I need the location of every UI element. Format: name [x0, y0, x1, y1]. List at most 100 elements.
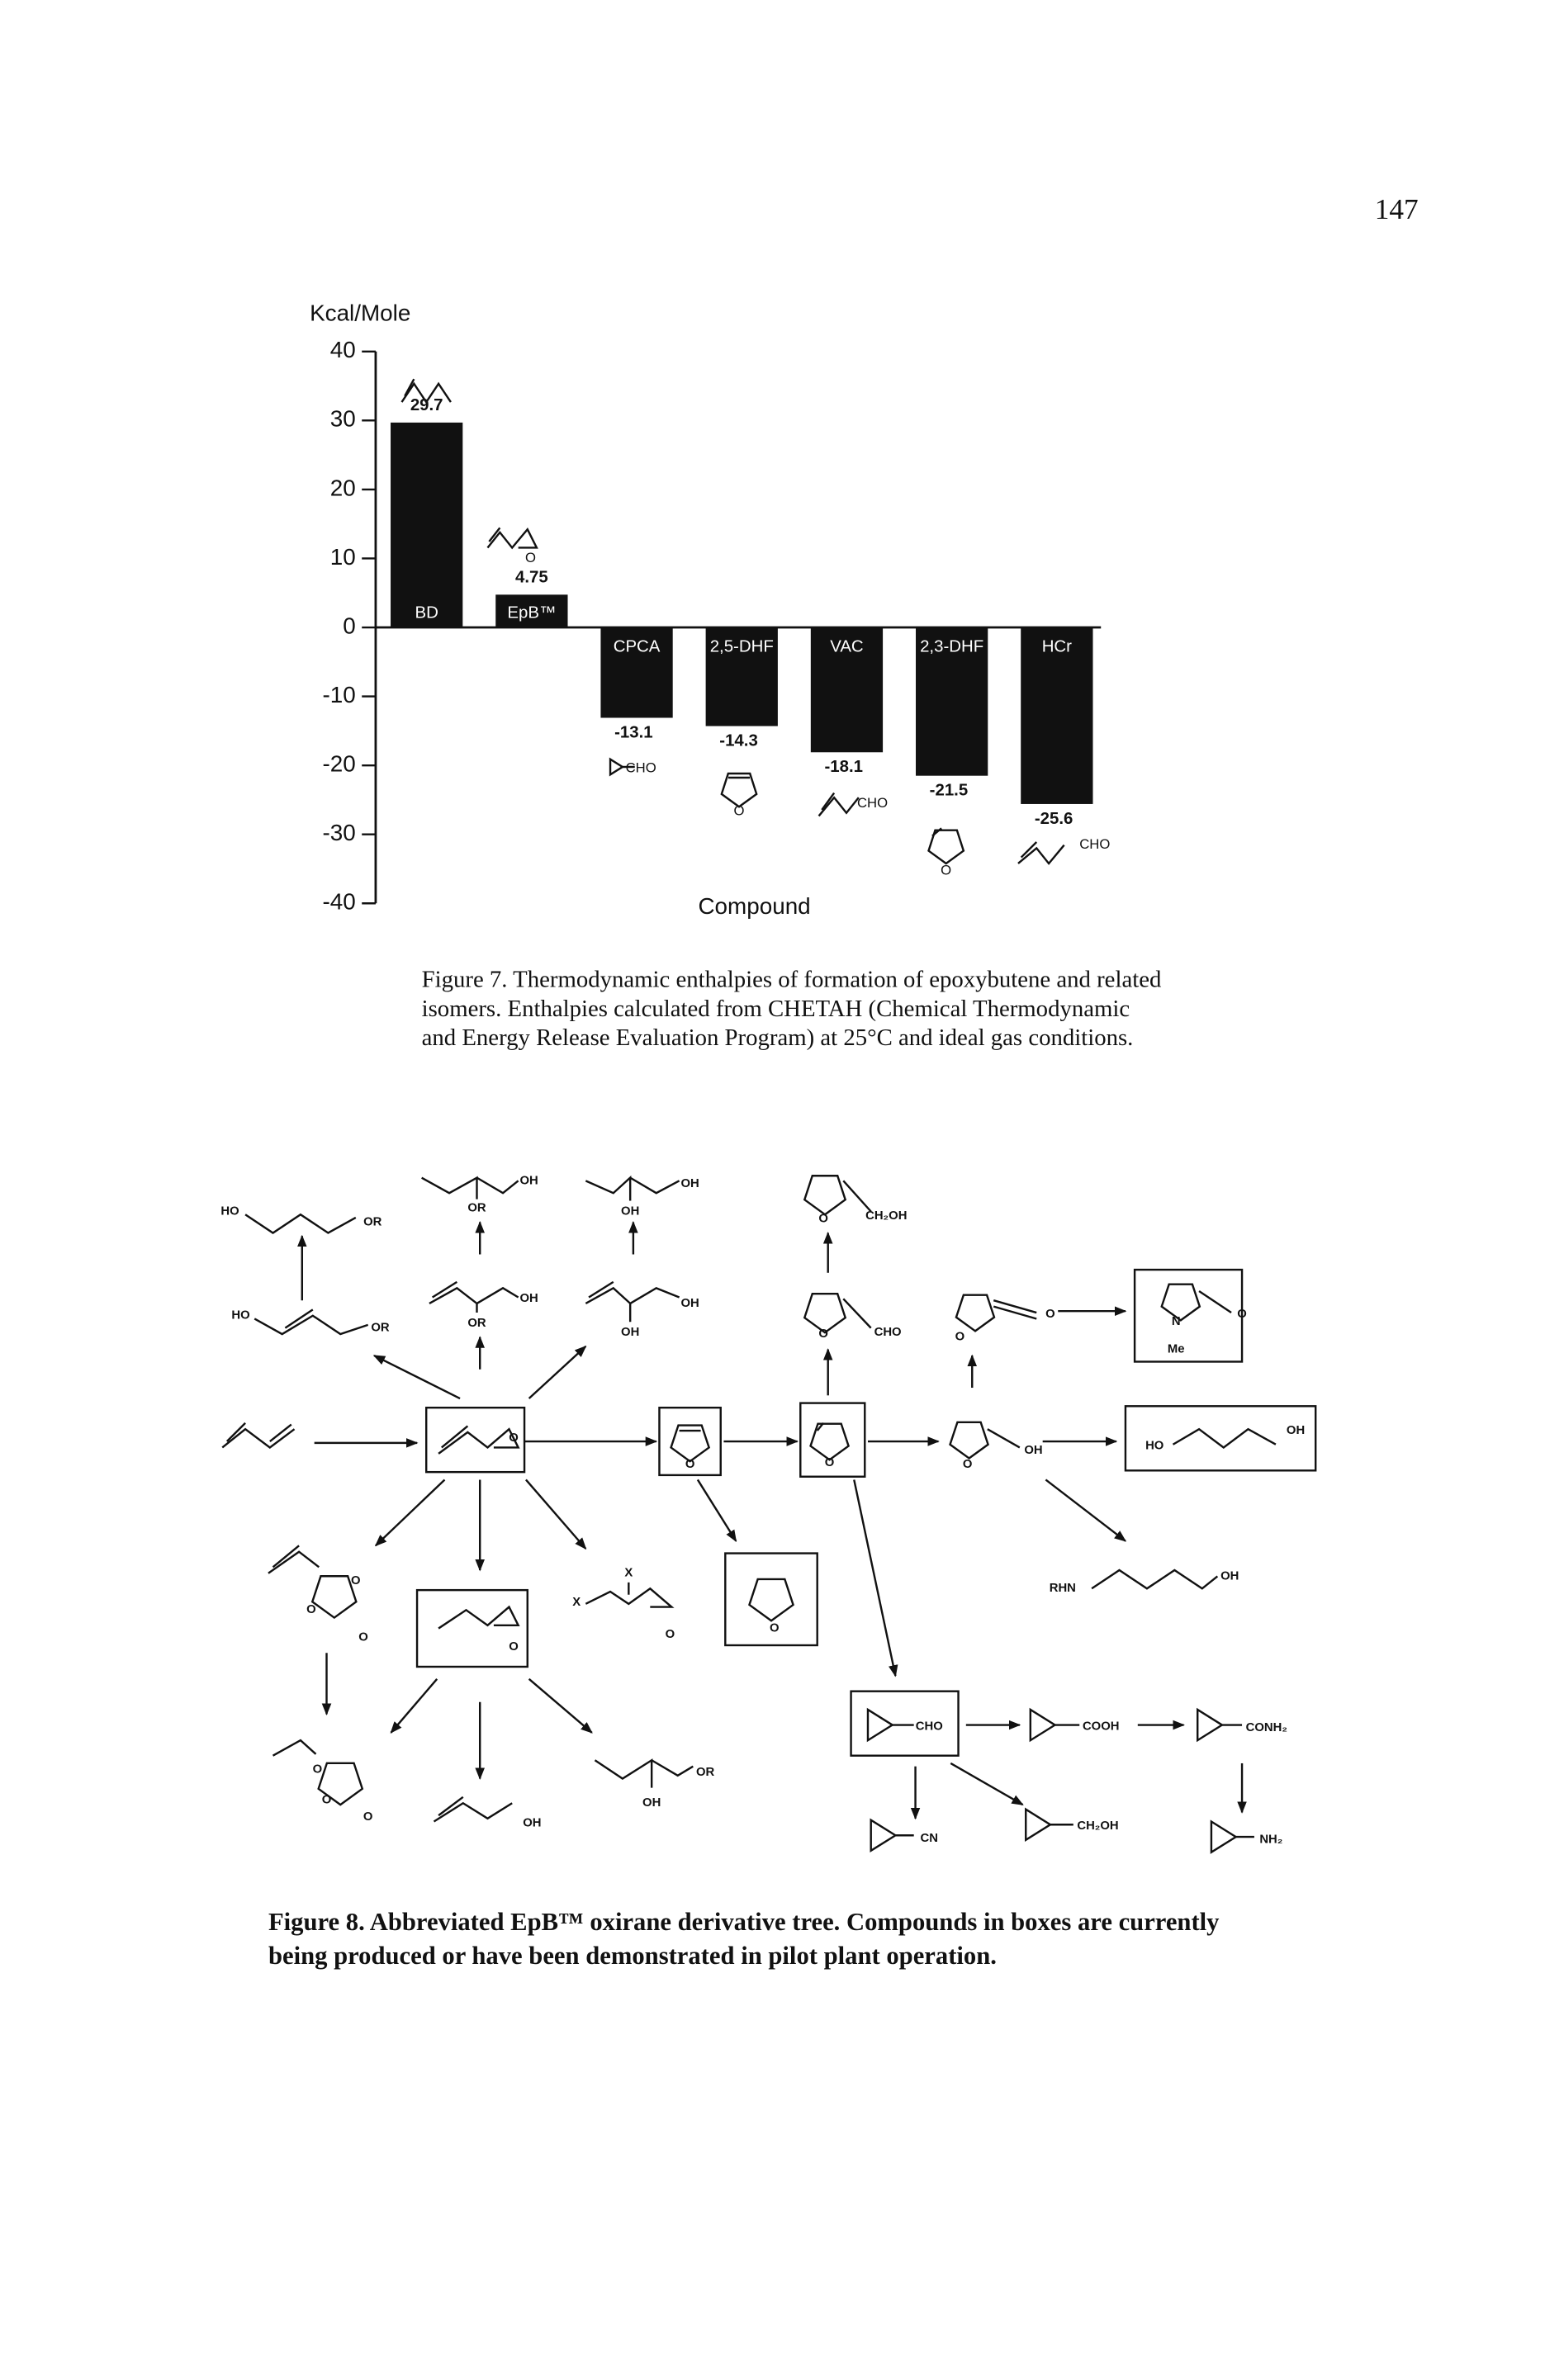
bond: [588, 1280, 614, 1299]
skeleton: [244, 1213, 357, 1234]
bond: [431, 1280, 457, 1299]
atom-label: X: [624, 1567, 633, 1580]
atom-label: HO: [231, 1309, 249, 1322]
skeleton: [486, 528, 538, 550]
value-label: -18.1: [824, 758, 863, 776]
skeleton: [1091, 1569, 1219, 1590]
atom-label: X: [572, 1596, 581, 1609]
atom-label: OH: [523, 1816, 541, 1829]
atom-label: CHO: [874, 1326, 902, 1339]
structure-label: CHO: [857, 795, 888, 811]
skeleton: [476, 1176, 519, 1195]
compound-box: [799, 1402, 866, 1478]
cyclopropane: [1197, 1707, 1225, 1743]
arrow: [528, 1345, 587, 1399]
ring: [803, 1293, 847, 1334]
atom-label: NH₂: [1259, 1833, 1282, 1847]
atom-label: N: [1172, 1315, 1181, 1328]
arrow: [528, 1677, 593, 1734]
compound-box: [724, 1552, 818, 1647]
y-tick-label: 20: [330, 475, 356, 500]
value-label: 29.7: [410, 396, 443, 414]
structure-label: O: [941, 863, 951, 878]
bond: [842, 1180, 872, 1213]
bar-category-label: 2,5-DHF: [710, 638, 774, 656]
atom-label: CHO: [916, 1720, 943, 1733]
atom-label: OR: [467, 1317, 486, 1330]
atom-label: O: [685, 1458, 695, 1471]
compound-box: [1133, 1268, 1244, 1363]
y-tick-label: -30: [323, 820, 356, 845]
bond: [931, 827, 942, 837]
atom-label: O: [351, 1574, 361, 1587]
value-label: -14.3: [719, 731, 758, 750]
bond: [438, 1796, 464, 1817]
caption-line: being produced or have been demonstrated…: [268, 1942, 997, 1970]
skeleton: [585, 1587, 675, 1608]
value-label: -13.1: [614, 723, 653, 741]
atom-label: COOH: [1083, 1720, 1120, 1733]
y-tick-label: -20: [323, 751, 356, 777]
caption-line: and Energy Release Evaluation Program) a…: [422, 1024, 1134, 1051]
bar-category-label: 2,3-DHF: [920, 638, 983, 656]
atom-label: Me: [1168, 1343, 1185, 1356]
cyclopropane: [1210, 1819, 1238, 1854]
y-axis-label: Kcal/Mole: [310, 300, 410, 326]
y-tick-label: -10: [323, 682, 356, 707]
cyclopropane: [866, 1707, 894, 1743]
bond: [404, 378, 415, 397]
skeleton: [585, 1286, 632, 1322]
atom-label: O: [818, 1327, 828, 1341]
skeleton: [221, 1427, 296, 1449]
bond: [284, 1308, 314, 1329]
skeleton: [818, 796, 860, 817]
bar: [600, 627, 673, 718]
atom-label: OH: [519, 1174, 538, 1187]
ring: [1160, 1283, 1201, 1322]
bar-category-label: BD: [415, 604, 438, 622]
skeleton: [585, 1175, 632, 1201]
structure-label: CHO: [626, 759, 656, 775]
y-tick-label: 40: [330, 337, 356, 362]
bar-category-label: HCr: [1042, 638, 1072, 656]
atom-label: OH: [1220, 1569, 1239, 1583]
skeleton: [438, 1605, 520, 1630]
ring: [949, 1421, 989, 1460]
figure8-caption: Figure 8. Abbreviated EpB™ oxirane deriv…: [268, 1908, 1220, 1970]
bar-category-label: VAC: [830, 638, 863, 656]
structure-label: CHO: [1079, 836, 1110, 852]
atom-label: OR: [363, 1215, 382, 1228]
caption-line: Figure 7. Thermodynamic enthalpies of fo…: [422, 967, 1162, 993]
compound-box: [425, 1406, 526, 1474]
atom-label: OR: [371, 1322, 390, 1335]
ring: [927, 829, 965, 865]
atom-label: RHN: [1050, 1582, 1076, 1595]
bond: [987, 1428, 1021, 1449]
ring: [317, 1762, 364, 1806]
value-label: 4.75: [515, 568, 548, 586]
bar: [705, 627, 778, 726]
ring: [803, 1175, 847, 1216]
bar: [391, 422, 463, 628]
arrow: [372, 1354, 461, 1400]
atom-label: CN: [921, 1832, 938, 1845]
atom-label: O: [963, 1458, 973, 1471]
cyclopropane: [870, 1818, 898, 1852]
atom-label: O: [818, 1213, 828, 1226]
bond: [816, 1422, 825, 1431]
cyclopropane: [609, 757, 625, 777]
skeleton: [629, 1286, 680, 1304]
bond: [1198, 1290, 1232, 1314]
ring: [809, 1422, 851, 1461]
structure-label: O: [525, 550, 536, 565]
caption-line: Figure 8. Abbreviated EpB™ oxirane deriv…: [268, 1908, 1220, 1936]
atom-label: CH₂OH: [865, 1209, 907, 1223]
skeleton: [1172, 1427, 1277, 1449]
atom-label: O: [363, 1810, 373, 1824]
atom-label: O: [666, 1628, 675, 1641]
atom-label: O: [313, 1763, 323, 1776]
compound-box: [658, 1406, 722, 1477]
arrow: [374, 1479, 446, 1547]
atom-label: O: [770, 1621, 780, 1635]
skeleton: [272, 1739, 317, 1757]
